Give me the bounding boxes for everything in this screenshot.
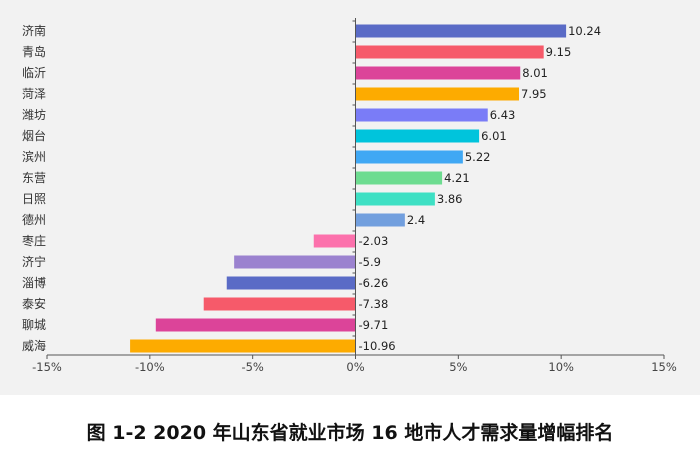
bar: [355, 213, 405, 227]
data-label: -5.9: [359, 255, 381, 269]
category-label: 德州: [22, 212, 46, 227]
bar: [226, 276, 356, 290]
bar: [155, 318, 356, 332]
category-label: 烟台: [22, 128, 46, 143]
bar: [355, 171, 443, 185]
bar: [355, 24, 567, 38]
x-tick-label: -5%: [241, 360, 263, 374]
data-label: -7.38: [359, 297, 389, 311]
x-tick-label: -15%: [32, 360, 62, 374]
data-label: 5.22: [465, 150, 491, 164]
data-label: -10.96: [359, 339, 396, 353]
category-label: 东营: [22, 171, 46, 185]
data-label: -2.03: [359, 234, 389, 248]
bar: [234, 255, 356, 269]
bar: [355, 108, 488, 122]
bar: [313, 234, 356, 248]
data-label: 3.86: [437, 192, 463, 206]
data-label: 6.01: [481, 129, 507, 143]
category-label: 济宁: [22, 254, 46, 269]
bar: [203, 297, 356, 311]
category-label: 泰安: [22, 296, 46, 311]
bar: [355, 129, 480, 143]
x-tick-label: 15%: [651, 360, 677, 374]
data-label: 6.43: [490, 108, 516, 122]
data-label: -6.26: [359, 276, 389, 290]
data-label: 8.01: [522, 66, 548, 80]
category-label: 菏泽: [22, 87, 46, 101]
bar: [355, 150, 463, 164]
category-label: 威海: [22, 338, 46, 353]
x-tick-label: -10%: [135, 360, 165, 374]
x-tick-label: 5%: [449, 360, 467, 374]
category-label: 聊城: [22, 318, 46, 332]
bar: [355, 87, 520, 101]
bar: [355, 66, 521, 80]
bar: [355, 192, 435, 206]
data-label: 9.15: [546, 45, 572, 59]
category-label: 临沂: [22, 66, 46, 80]
bar: [355, 45, 544, 59]
category-label: 日照: [22, 192, 46, 206]
data-label: 2.4: [407, 213, 425, 227]
bar: [130, 339, 356, 353]
x-tick-label: 0%: [346, 360, 364, 374]
data-label: -9.71: [359, 318, 389, 332]
category-label: 滨州: [22, 149, 46, 164]
category-label: 潍坊: [22, 107, 46, 122]
bar-chart: 济南 10.24 青岛 9.15 临沂 8.01 菏泽 7.95 潍坊 6.43 烟台 6.01 滨州 5…: [22, 18, 677, 374]
category-label: 青岛: [22, 44, 46, 59]
category-label: 淄博: [22, 275, 46, 290]
data-label: 7.95: [521, 87, 547, 101]
x-tick-label: 10%: [548, 360, 574, 374]
category-label: 济南: [22, 23, 46, 38]
data-label: 4.21: [444, 171, 470, 185]
data-label: 10.24: [568, 24, 601, 38]
chart-caption: 图 1-2 2020 年山东省就业市场 16 地市人才需求量增幅排名: [86, 422, 614, 444]
category-label: 枣庄: [22, 233, 46, 248]
